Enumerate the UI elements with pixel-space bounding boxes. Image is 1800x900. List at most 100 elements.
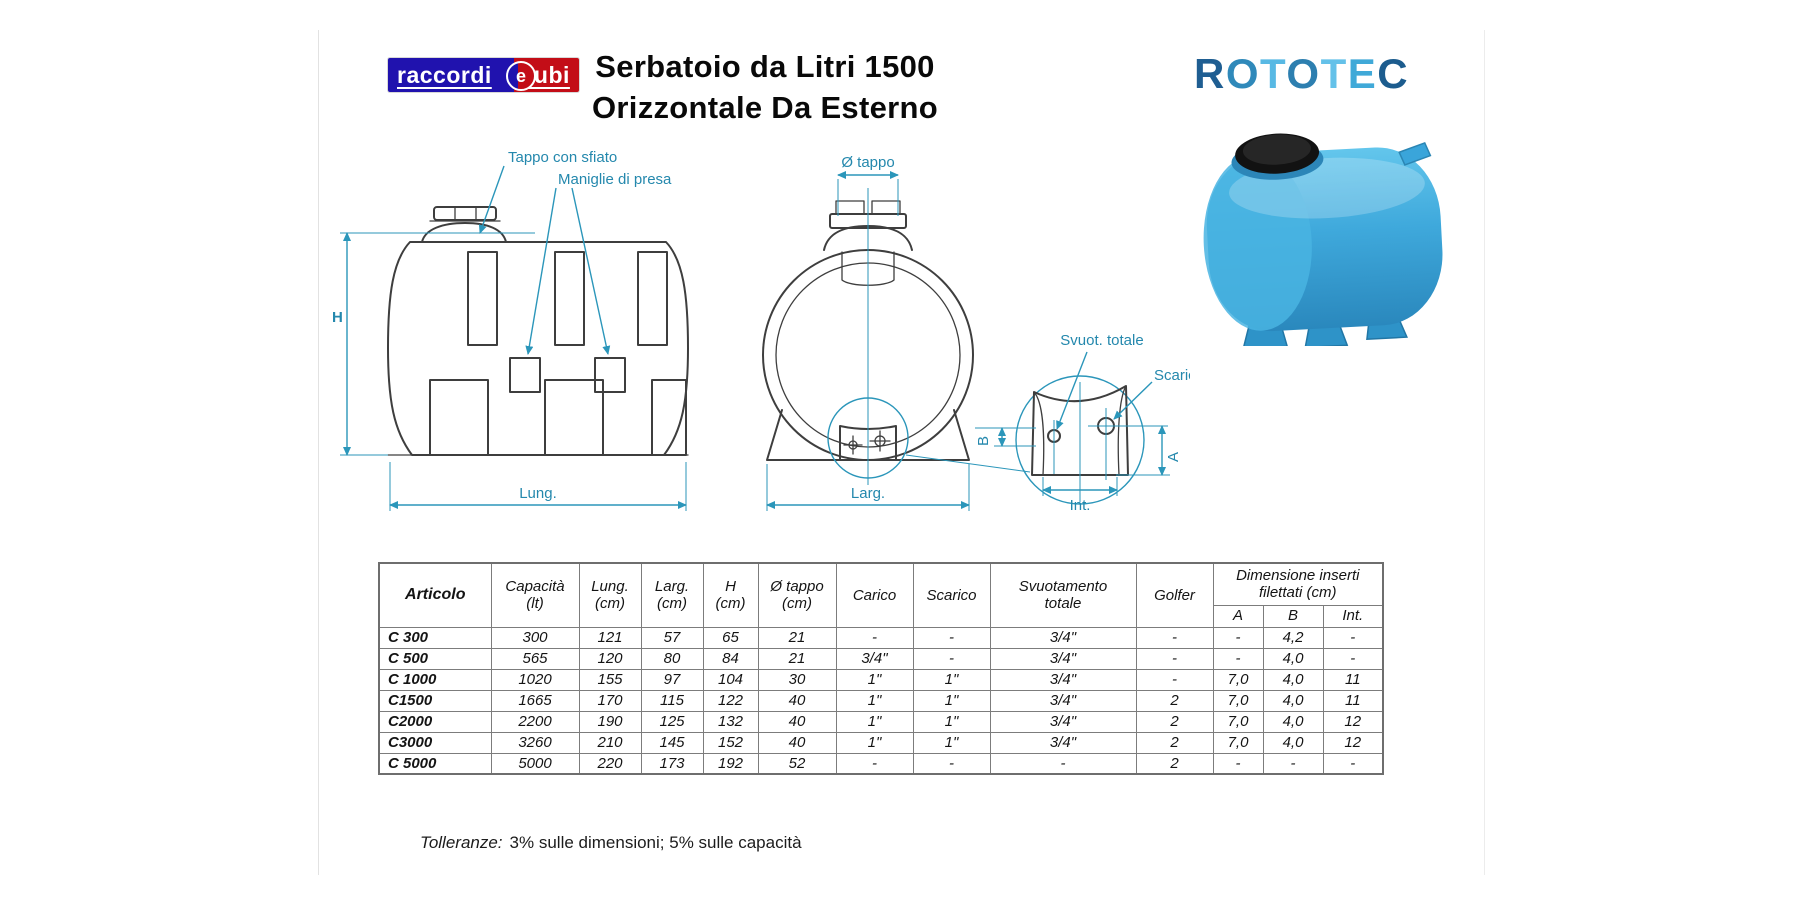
table-row-4: C2000 2200 190 125 132 40 1" 1" 3/4" 2 7,0 4,0 12 [378,710,1384,733]
table-cell: 115 [640,689,704,712]
dim-label-lung: Lung. [519,485,557,502]
sub-header-1: B [1262,604,1324,628]
table-cell: 4,2 [1262,626,1324,649]
table-cell: 84 [702,647,759,670]
table-cell: 7,0 [1212,689,1264,712]
tolerances-label: Tolleranze: [420,833,503,852]
table-cell: 3/4" [989,710,1137,733]
row-article: C 1000 [378,668,492,691]
table-cell: 1665 [490,689,580,712]
col-header-1: Capacità (lt) [490,562,580,628]
table-cell: 1" [835,689,914,712]
tolerances-note: Tolleranze: 3% sulle dimensioni; 5% sulle… [420,833,802,853]
table-cell: - [1322,752,1384,775]
table-row-1: C 500 565 120 80 84 21 3/4" -3/4" - -4,0- [378,647,1384,670]
table-row-6: C 5000 5000 220 173 192 52- - -2- - - [378,752,1384,775]
row-article: C 5000 [378,752,492,775]
table-cell: 1" [912,689,991,712]
table-cell: - [1212,752,1264,775]
table-row-2: C 1000 1020 155 97 104 30 1" 1" 3/4" -7,0 4,0 11 [378,668,1384,691]
table-cell: 220 [578,752,642,775]
table-cell: 3/4" [989,668,1137,691]
table-cell: 192 [702,752,759,775]
table-cell: 4,0 [1262,731,1324,754]
table-cell: 30 [757,668,837,691]
table-cell: - [1212,647,1264,670]
page-right-edge [1484,30,1485,875]
table-cell: 125 [640,710,704,733]
drain-detail-drawing: Svuot. totale Scarico B A Int. [975,332,1190,514]
col-header-group-inserti: Dimensione inserti filettati (cm) [1212,562,1384,606]
table-cell: 3260 [490,731,580,754]
table-cell: 1" [835,710,914,733]
table-cell: 11 [1322,689,1384,712]
dim-label-a: A [1165,452,1182,462]
table-cell: 1" [912,668,991,691]
col-header-8: Svuotamento totale [989,562,1137,628]
table-cell: - [1322,647,1384,670]
table-cell: 145 [640,731,704,754]
table-cell: - [1212,626,1264,649]
table-cell: 210 [578,731,642,754]
dim-label-b: B [975,436,992,446]
rototec-letter-5: E [1347,50,1378,97]
sub-header-0: A [1212,604,1264,628]
table-cell: 3/4" [835,647,914,670]
table-cell: 21 [757,626,837,649]
rototec-logo: ROTOTEC [1194,50,1409,98]
row-article: C2000 [378,710,492,733]
table-cell: 4,0 [1262,668,1324,691]
label-svuot-totale: Svuot. totale [1060,332,1143,349]
col-header-3: Larg. (cm) [640,562,704,628]
col-header-7: Scarico [912,562,991,628]
label-scarico: Scarico [1154,367,1190,384]
table-cell: 565 [490,647,580,670]
table-cell: 4,0 [1262,689,1324,712]
table-cell: 1020 [490,668,580,691]
table-cell: 120 [578,647,642,670]
table-cell: - [989,752,1137,775]
tolerances-text: 3% sulle dimensioni; 5% sulle capacità [509,833,802,852]
table-cell: 2 [1135,710,1214,733]
col-header-0: Articolo [378,562,492,628]
logo-circle-e: e [506,61,536,91]
label-maniglie-di-presa: Maniglie di presa [558,171,672,188]
table-cell: - [835,626,914,649]
side-view-drawing: H Lung. Tappo con sfiato Maniglie di pre… [332,149,689,511]
table-cell: 1" [835,731,914,754]
table-cell: 2 [1135,689,1214,712]
spec-table: Articolo Capacità (lt) Lung. (cm) Larg. (cm… [378,562,1385,775]
table-cell: 7,0 [1212,668,1264,691]
logo-word-raccordi: raccordi [388,58,514,92]
raccordi-tubi-logo: raccordi tubi e [388,58,579,92]
table-cell: 52 [757,752,837,775]
sub-header-2: Int. [1322,604,1384,628]
table-row-3: C1500 1665 170 115 122 40 1" 1" 3/4" 2 7,0 4,0 11 [378,689,1384,712]
table-cell: 4,0 [1262,647,1324,670]
table-cell: 40 [757,710,837,733]
table-cell: 2 [1135,731,1214,754]
technical-drawing: H Lung. Tappo con sfiato Maniglie di pre… [332,149,1190,514]
table-cell: - [1135,647,1214,670]
table-cell: - [912,626,991,649]
table-cell: 40 [757,731,837,754]
table-cell: 11 [1322,668,1384,691]
spec-table-body: C 300 300 121 57 65 21- -3/4" - -4,2- C 500 565 120… [378,626,1384,775]
table-cell: 7,0 [1212,710,1264,733]
page-title-line2: Orizzontale Da Esterno [592,90,938,125]
col-header-5: Ø tappo (cm) [757,562,837,628]
table-cell: - [835,752,914,775]
col-header-4: H (cm) [702,562,759,628]
table-cell: 300 [490,626,580,649]
tank-3d-render [1203,133,1443,346]
col-header-2: Lung. (cm) [578,562,642,628]
table-cell: 155 [578,668,642,691]
table-cell: 190 [578,710,642,733]
table-row-0: C 300 300 121 57 65 21- -3/4" - -4,2- [378,626,1384,649]
table-cell: 1" [835,668,914,691]
table-cell: - [1135,626,1214,649]
table-cell: 104 [702,668,759,691]
table-cell: - [912,647,991,670]
table-cell: 12 [1322,710,1384,733]
